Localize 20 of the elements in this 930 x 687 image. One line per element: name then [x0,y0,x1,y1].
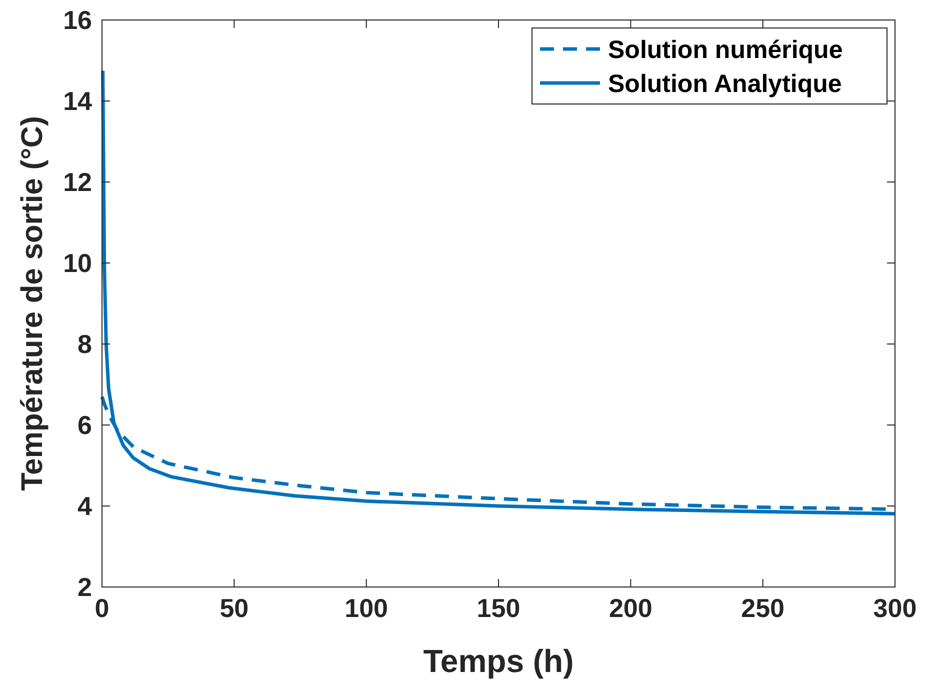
x-tick-label: 200 [608,593,652,623]
y-tick-label: 4 [78,491,93,521]
y-tick-label: 2 [78,572,92,602]
line-series [101,68,897,516]
x-tick-label: 100 [344,593,388,623]
x-tick-label: 0 [94,593,110,623]
x-tick-label: 150 [476,593,520,623]
y-tick-label: 12 [63,167,92,197]
y-tick-label: 6 [78,410,92,440]
y-tick-label: 16 [63,5,92,35]
x-tick-label: 50 [220,593,249,623]
y-tick-label: 10 [63,248,92,278]
x-tick-label: 300 [873,593,917,623]
x-axis-title: Temps (h) [423,643,574,679]
legend-label: Solution numérique [608,36,843,64]
x-tick-label: 250 [741,593,785,623]
y-tick-label: 8 [78,329,92,359]
y-axis-title: Température de sortie (°C) [16,116,49,491]
legend-label: Solution Analytique [608,70,842,98]
y-tick-label: 14 [63,86,93,116]
